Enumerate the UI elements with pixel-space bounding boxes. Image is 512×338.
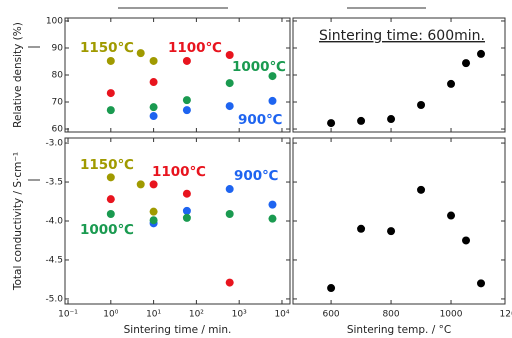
- series-label: 1000℃: [232, 59, 286, 75]
- data-point: [106, 173, 115, 182]
- data-point: [182, 213, 191, 222]
- data-point: [268, 72, 277, 81]
- data-point: [225, 278, 234, 287]
- data-point: [136, 49, 145, 58]
- data-point: [106, 89, 115, 98]
- series-label: 1150℃: [80, 40, 134, 56]
- data-point: [149, 216, 158, 225]
- data-point: [268, 214, 277, 223]
- y-tick-label: -5.0: [45, 294, 63, 304]
- data-point: [106, 195, 115, 204]
- data-point: [268, 96, 277, 105]
- series-label: 1150℃: [80, 157, 134, 173]
- data-point: [447, 211, 456, 220]
- data-point: [225, 185, 234, 194]
- x-tick-label: 1000: [440, 310, 463, 320]
- data-point: [357, 224, 366, 233]
- data-point: [149, 207, 158, 216]
- data-point: [268, 200, 277, 209]
- x-tick-label: 10⁻¹: [58, 310, 78, 320]
- x-tick-label: 800: [382, 310, 399, 320]
- data-point: [182, 106, 191, 115]
- x-tick-label: 600: [322, 310, 339, 320]
- data-point: [357, 116, 366, 125]
- y-tick-label: 80: [52, 71, 64, 81]
- data-point: [225, 79, 234, 88]
- y-tick-label: 100: [46, 16, 63, 26]
- data-point: [149, 78, 158, 87]
- data-point: [106, 106, 115, 115]
- plot-frame: [292, 137, 506, 305]
- series-label: 1100℃: [168, 40, 222, 56]
- y-tick-label: 60: [52, 125, 64, 135]
- data-point: [149, 180, 158, 189]
- x-axis-label: Sintering temp. / °C: [347, 324, 451, 336]
- series-label: 1100℃: [152, 164, 206, 180]
- data-point: [447, 79, 456, 88]
- data-point: [106, 56, 115, 65]
- x-tick-label: 10³: [232, 310, 247, 320]
- y-tick-label: -4.0: [45, 217, 63, 227]
- data-point: [387, 115, 396, 124]
- data-point: [225, 51, 234, 60]
- data-point: [327, 284, 336, 293]
- y-axis-label: Total conductivity / S·cm⁻¹: [12, 152, 24, 291]
- data-point: [182, 96, 191, 105]
- series-label: 900℃: [234, 168, 279, 184]
- data-point: [417, 100, 426, 109]
- data-point: [106, 209, 115, 218]
- series-label: 1000℃: [80, 222, 134, 238]
- y-tick-label: -4.5: [45, 255, 63, 265]
- x-tick-label: 1200: [500, 310, 512, 320]
- data-point: [417, 185, 426, 194]
- data-point: [327, 119, 336, 128]
- data-point: [149, 103, 158, 112]
- annotation: Sintering time: 600min.: [319, 28, 485, 44]
- data-point: [136, 180, 145, 189]
- series-label: 900℃: [238, 112, 283, 128]
- y-tick-label: -3.5: [45, 178, 63, 188]
- data-point: [225, 102, 234, 111]
- data-point: [225, 209, 234, 218]
- y-tick-label: 90: [52, 43, 64, 53]
- y-tick-label: 70: [52, 98, 64, 108]
- data-point: [149, 56, 158, 65]
- x-tick-label: 10²: [189, 310, 204, 320]
- y-tick-label: -3.0: [45, 139, 63, 149]
- data-point: [387, 227, 396, 236]
- x-tick-label: 10⁰: [103, 310, 118, 320]
- x-tick-label: 10⁴: [274, 310, 289, 320]
- data-point: [462, 236, 471, 245]
- data-point: [149, 112, 158, 121]
- data-point: [477, 49, 486, 58]
- data-point: [462, 59, 471, 68]
- data-point: [182, 56, 191, 65]
- y-axis-label: Relative density (%): [12, 22, 24, 128]
- x-tick-label: 10¹: [146, 310, 161, 320]
- x-axis-label: Sintering time / min.: [124, 324, 232, 336]
- data-point: [182, 189, 191, 198]
- data-point: [182, 206, 191, 215]
- data-point: [477, 279, 486, 288]
